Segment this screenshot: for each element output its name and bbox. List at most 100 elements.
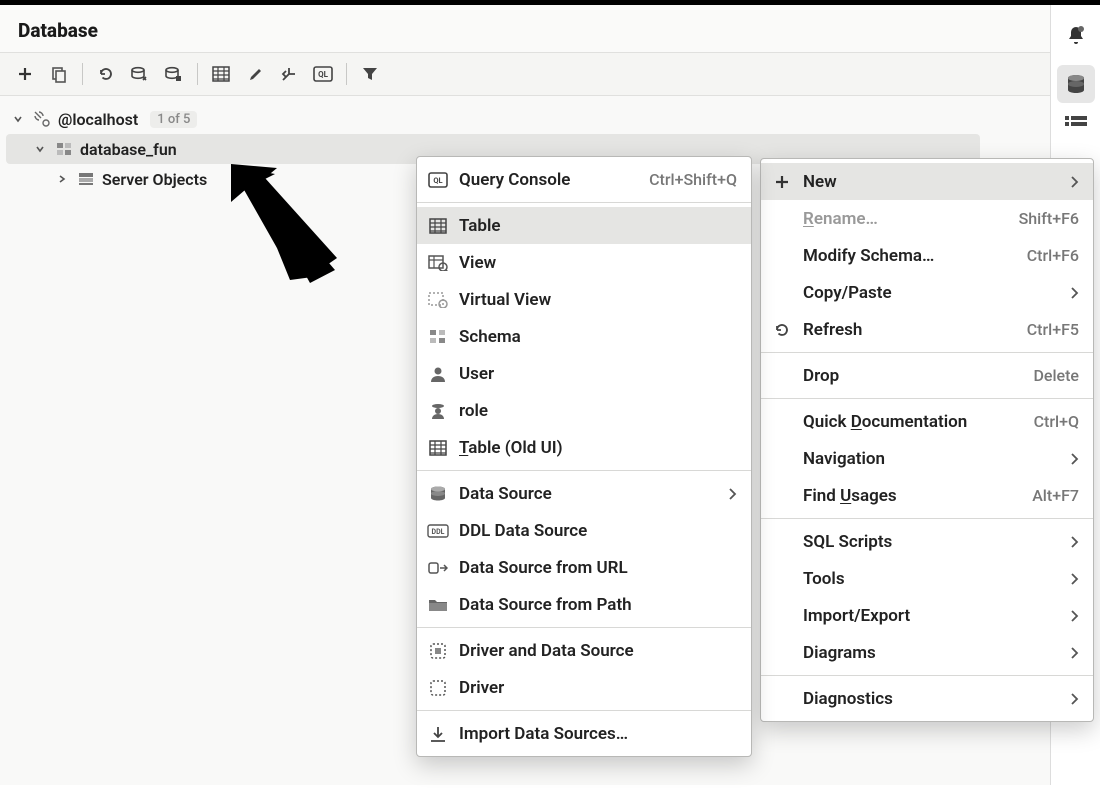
submenu-item-data-source-url[interactable]: Data Source from URL — [417, 549, 751, 586]
menu-item-diagnostics[interactable]: Diagnostics — [761, 680, 1093, 717]
blank-icon — [771, 208, 793, 230]
menu-separator — [417, 710, 751, 711]
chevron-right-icon — [1051, 646, 1079, 660]
blank-icon — [771, 411, 793, 433]
menu-label: Refresh — [803, 320, 999, 340]
submenu-item-driver[interactable]: Driver — [417, 669, 751, 706]
ddl-icon: DDL — [427, 520, 449, 542]
datasource-properties-button[interactable] — [125, 59, 155, 89]
jump-to-source-button[interactable] — [274, 59, 304, 89]
menu-item-rename[interactable]: Rename… Shift+F6 — [761, 200, 1093, 237]
refresh-button[interactable] — [91, 59, 121, 89]
stop-button[interactable] — [159, 59, 189, 89]
structure-tool-button[interactable] — [1057, 113, 1095, 133]
submenu-item-data-source[interactable]: Data Source — [417, 475, 751, 512]
menu-label: Find Usages — [803, 486, 1004, 506]
table-button[interactable] — [206, 59, 236, 89]
menu-label: View — [459, 253, 737, 273]
menu-label: Table (Old UI) — [459, 438, 737, 458]
menu-label: Drop — [803, 366, 1005, 386]
submenu-item-schema[interactable]: Schema — [417, 318, 751, 355]
expand-toggle[interactable] — [34, 143, 50, 155]
submenu-item-import-data-sources[interactable]: Import Data Sources… — [417, 715, 751, 752]
query-console-icon: QL — [427, 169, 449, 191]
blank-icon — [771, 282, 793, 304]
import-icon — [427, 723, 449, 745]
submenu-item-driver-and-data-source[interactable]: Driver and Data Source — [417, 632, 751, 669]
menu-item-refresh[interactable]: Refresh Ctrl+F5 — [761, 311, 1093, 348]
menu-label: Driver — [459, 678, 737, 698]
svg-text:QL: QL — [433, 176, 442, 185]
menu-separator — [761, 675, 1093, 676]
submenu-item-role[interactable]: role — [417, 392, 751, 429]
submenu-item-user[interactable]: User — [417, 355, 751, 392]
plus-icon — [771, 171, 793, 193]
submenu-item-virtual-view[interactable]: Virtual View — [417, 281, 751, 318]
menu-separator — [417, 202, 751, 203]
add-button[interactable] — [10, 59, 40, 89]
menu-item-diagrams[interactable]: Diagrams — [761, 634, 1093, 671]
menu-label: Data Source — [459, 484, 699, 504]
driver-ds-icon — [427, 640, 449, 662]
folder-icon — [427, 594, 449, 616]
submenu-item-table[interactable]: Table — [417, 207, 751, 244]
server-objects-icon — [76, 171, 96, 187]
menu-label: User — [459, 364, 737, 384]
menu-item-tools[interactable]: Tools — [761, 560, 1093, 597]
menu-item-sql-scripts[interactable]: SQL Scripts — [761, 523, 1093, 560]
menu-separator — [761, 352, 1093, 353]
submenu-item-ddl-data-source[interactable]: DDL DDL Data Source — [417, 512, 751, 549]
menu-shortcut: Shift+F6 — [1001, 209, 1079, 228]
table-icon — [427, 437, 449, 459]
menu-label: Virtual View — [459, 290, 737, 310]
menu-shortcut: Ctrl+F5 — [1009, 320, 1079, 339]
menu-label: SQL Scripts — [803, 532, 1041, 552]
svg-text:QL: QL — [318, 70, 329, 79]
tree-label: @localhost — [56, 110, 138, 129]
tree-root-connection[interactable]: @localhost 1 of 5 — [6, 104, 1050, 134]
menu-label: Quick Documentation — [803, 412, 1006, 432]
chevron-right-icon — [1051, 286, 1079, 300]
toolbar: QL — [0, 52, 1050, 96]
context-menu-new: QL Query Console Ctrl+Shift+Q Table View… — [416, 156, 752, 757]
edit-button[interactable] — [240, 59, 270, 89]
submenu-item-table-old-ui[interactable]: Table (Old UI) — [417, 429, 751, 466]
blank-icon — [771, 568, 793, 590]
submenu-item-data-source-path[interactable]: Data Source from Path — [417, 586, 751, 623]
menu-shortcut: Ctrl+Shift+Q — [631, 170, 737, 189]
toolbar-separator — [197, 63, 198, 85]
submenu-item-query-console[interactable]: QL Query Console Ctrl+Shift+Q — [417, 161, 751, 198]
menu-label: DDL Data Source — [459, 521, 737, 541]
toolbar-separator — [346, 63, 347, 85]
menu-separator — [761, 398, 1093, 399]
duplicate-button[interactable] — [44, 59, 74, 89]
menu-label: Rename… — [803, 209, 991, 229]
filter-button[interactable] — [355, 59, 385, 89]
menu-item-find-usages[interactable]: Find Usages Alt+F7 — [761, 477, 1093, 514]
submenu-item-view[interactable]: View — [417, 244, 751, 281]
menu-item-new[interactable]: New — [761, 163, 1093, 200]
expand-toggle[interactable] — [56, 173, 72, 185]
blank-icon — [771, 605, 793, 627]
menu-label: Diagrams — [803, 643, 1041, 663]
menu-label: role — [459, 401, 737, 421]
menu-separator — [417, 470, 751, 471]
menu-item-import-export[interactable]: Import/Export — [761, 597, 1093, 634]
blank-icon — [771, 642, 793, 664]
menu-label: Table — [459, 216, 737, 236]
blank-icon — [771, 365, 793, 387]
database-tool-button[interactable] — [1057, 65, 1095, 103]
menu-label: Modify Schema… — [803, 246, 999, 266]
menu-label: Data Source from URL — [459, 558, 737, 578]
menu-item-drop[interactable]: Drop Delete — [761, 357, 1093, 394]
query-console-button[interactable]: QL — [308, 59, 338, 89]
menu-item-modify-schema[interactable]: Modify Schema… Ctrl+F6 — [761, 237, 1093, 274]
menu-item-copy-paste[interactable]: Copy/Paste — [761, 274, 1093, 311]
menu-item-quick-documentation[interactable]: Quick Documentation Ctrl+Q — [761, 403, 1093, 440]
menu-label: Query Console — [459, 170, 621, 190]
menu-item-navigation[interactable]: Navigation — [761, 440, 1093, 477]
menu-shortcut: Delete — [1015, 366, 1079, 385]
notifications-button[interactable] — [1057, 17, 1095, 55]
database-icon — [54, 141, 74, 157]
expand-toggle[interactable] — [12, 113, 28, 125]
